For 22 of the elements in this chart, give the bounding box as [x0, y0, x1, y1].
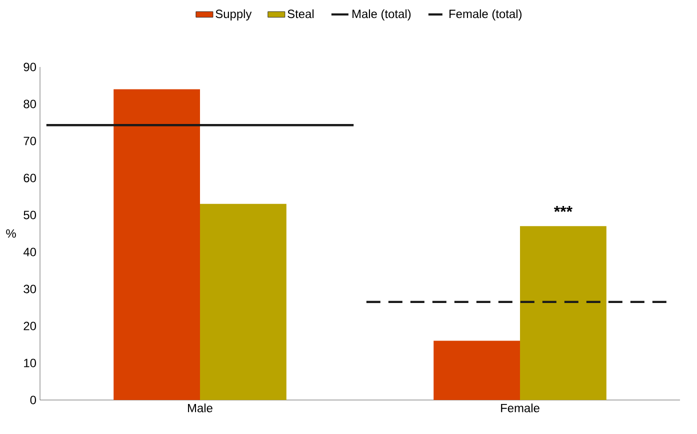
- legend-label: Female (total): [450, 9, 522, 20]
- y-tick-label: 50: [24, 210, 36, 220]
- y-tick-label: 20: [24, 322, 36, 330]
- y-tick-label: 40: [23, 248, 36, 256]
- annotation: ***: [554, 206, 572, 212]
- y-tick-label: 30: [24, 284, 36, 294]
- bar: [434, 340, 520, 400]
- y-tick-label: 0: [30, 396, 36, 404]
- y-tick-label: 70: [24, 136, 36, 146]
- y-tick-label: 10: [24, 358, 36, 368]
- legend-label: Supply: [216, 9, 252, 21]
- y-axis-title: %: [6, 229, 16, 238]
- bar: [200, 204, 286, 400]
- legend-label: Steal: [288, 9, 314, 18]
- legend-label: Male (total): [352, 9, 411, 20]
- y-tick-label: 60: [24, 174, 36, 182]
- y-tick-label: 90: [24, 62, 36, 72]
- x-tick-label: Male: [188, 404, 212, 412]
- y-tick-label: 80: [24, 100, 36, 108]
- bar: [114, 89, 200, 400]
- x-tick-label: Female: [501, 404, 540, 412]
- bar: [520, 226, 606, 400]
